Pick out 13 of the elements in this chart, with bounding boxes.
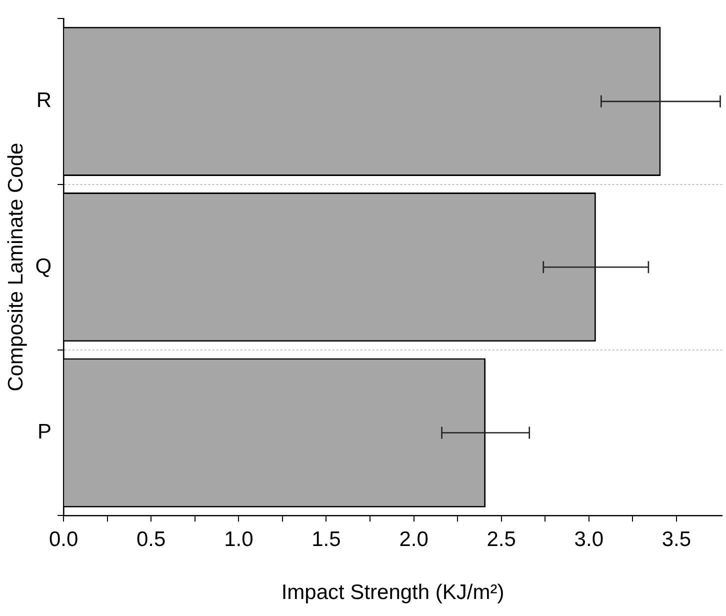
x-axis-title: Impact Strength (KJ/m²) xyxy=(281,581,504,604)
x-tick-label: 3.5 xyxy=(662,528,692,551)
x-tick-label: 1.0 xyxy=(224,528,254,551)
x-tick-label: 3.0 xyxy=(574,528,604,551)
y-tick-label: Q xyxy=(35,254,52,278)
x-tick-label: 1.5 xyxy=(312,528,341,551)
y-axis-title: Composite Laminate Code xyxy=(4,142,28,392)
y-tick-label: R xyxy=(36,89,52,112)
x-tick-label: 2.5 xyxy=(486,528,516,551)
x-tick-label: 2.0 xyxy=(399,528,428,551)
y-tick-label: P xyxy=(38,420,52,444)
x-tick-label: 0.5 xyxy=(136,528,166,551)
x-tick-label: 0.0 xyxy=(48,528,78,551)
